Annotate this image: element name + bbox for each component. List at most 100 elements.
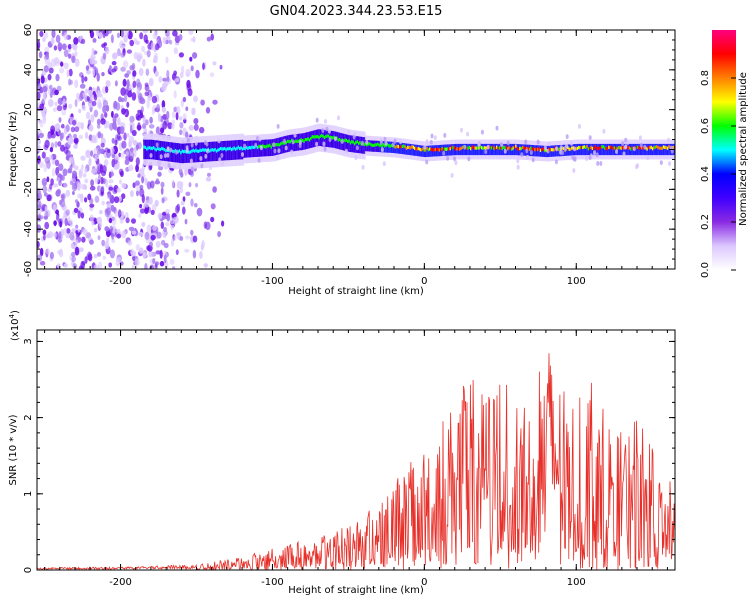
spectrogram-noise-cell — [148, 124, 155, 129]
spectrogram-speckle — [454, 160, 458, 166]
spectrogram-band-outer — [602, 143, 605, 156]
spectrogram-band-outer — [635, 143, 638, 156]
spectrogram-noise-cell — [116, 233, 121, 239]
spectrogram-noise-cell — [49, 91, 53, 99]
spectrogram-noise-cell — [130, 190, 134, 198]
snr-frame — [36, 329, 676, 571]
spectrogram-band-core — [461, 145, 465, 149]
spectrogram-speckle — [175, 149, 178, 155]
spectrogram-band-core — [297, 139, 301, 143]
spectrogram-noise-cell — [186, 79, 191, 89]
spectrogram-band-core — [200, 148, 204, 152]
spectrogram-noise-cell — [110, 146, 115, 155]
spectrogram-band-core — [456, 147, 459, 151]
spectrogram-noise-cell — [148, 250, 153, 258]
spectrogram-band-outer — [352, 135, 355, 153]
spectrogram-noise-cell — [45, 248, 51, 255]
spectrogram-noise-cell — [60, 123, 65, 129]
spectrogram-noise-cell — [100, 118, 106, 125]
spectrogram-band-core — [542, 147, 545, 151]
spectrogram-band-core — [416, 147, 420, 151]
spectrogram-noise-cell — [73, 133, 77, 139]
spectrogram-noise-cell — [50, 129, 55, 136]
spectrogram-band-outer — [178, 143, 182, 163]
spectrogram-band-core — [519, 146, 522, 151]
spectrogram-band-core — [653, 146, 656, 150]
spectrogram-band-core — [317, 135, 320, 139]
spectrogram-band-core — [524, 146, 528, 151]
spectrogram-noise-cell — [101, 239, 106, 247]
spectrogram-noise-cell — [148, 196, 153, 205]
spectrogram-speckle — [383, 136, 387, 142]
spectrogram-noise-cell — [145, 119, 149, 126]
spectrogram-noise-cell — [99, 219, 103, 229]
spectrogram-noise-cell — [65, 233, 71, 239]
spectrogram-noise-cell — [168, 39, 173, 45]
spectrogram-band-outer — [322, 129, 325, 147]
spectrogram-noise-cell — [37, 254, 43, 262]
spectrogram-noise-cell — [150, 234, 156, 241]
spectrogram-band-core — [236, 146, 239, 150]
colorbar-ticks: 0.0 0.2 0.4 0.6 0.8 — [700, 70, 736, 278]
spectrogram-band-outer — [590, 143, 593, 156]
spectrogram-speckle — [503, 148, 507, 154]
spectrogram-band-core — [654, 145, 657, 149]
spectrogram-noise-cell — [188, 125, 194, 131]
spectrogram-band-core — [485, 146, 488, 150]
spectrogram-speckle — [635, 164, 639, 170]
spectrogram-band-core — [400, 144, 403, 149]
spectrogram-noise-cell — [60, 175, 65, 181]
spectrogram-band-core — [300, 138, 303, 142]
spectrogram-band-core — [522, 145, 525, 149]
spectrogram-noise-cell — [57, 42, 63, 52]
spectrogram-noise-cell — [124, 212, 129, 219]
spectrogram-band-outer — [580, 143, 584, 156]
spectrogram-noise-cell — [165, 209, 170, 214]
spectrogram-band-outer — [161, 141, 164, 161]
spectrogram-noise-cell — [193, 95, 198, 103]
spectrogram-band-core — [583, 145, 586, 149]
spectrogram-noise-cell — [176, 105, 181, 115]
spectrogram-noise-cell — [104, 111, 108, 118]
spectrogram-noise-cell — [202, 62, 205, 71]
spectrogram-band-core — [672, 145, 675, 150]
spectrogram-noise-cell — [42, 229, 47, 236]
spectrogram-noise-cell — [80, 122, 84, 130]
spectrogram-band-core — [442, 147, 445, 151]
spectrogram-noise-cell — [175, 112, 179, 121]
spectrogram-noise-cell — [110, 171, 114, 177]
spectrogram-band-core — [470, 147, 473, 151]
spectrogram-noise-cell — [180, 181, 184, 188]
spectrogram-noise-cell — [172, 266, 176, 269]
spectrogram-band-outer — [619, 143, 622, 156]
spectrogram-noise-cell — [203, 221, 207, 229]
spectrogram-band-core — [252, 145, 255, 149]
spectrogram-noise-cell — [98, 32, 103, 39]
spectrogram-noise-cell — [78, 168, 84, 176]
spectrogram-band-core — [217, 148, 220, 152]
spectrogram-band-core — [306, 138, 309, 142]
spectrogram-noise-cell — [105, 80, 111, 88]
spectrogram-noise-cell — [158, 165, 164, 171]
spectrogram-band-core — [478, 146, 481, 150]
spectrogram-band-core — [515, 144, 518, 148]
spectrogram-noise-cell — [144, 207, 149, 214]
spectrogram-band-outer — [452, 144, 455, 156]
spectrogram-speckle — [555, 146, 558, 152]
spectrogram-speckle — [423, 144, 427, 150]
spectrogram-noise-cell — [89, 30, 95, 39]
spectrogram-noise-cell — [89, 185, 96, 191]
spectrogram-noise-cell — [124, 159, 130, 166]
spectrogram-band-core — [590, 145, 593, 149]
spectrogram-noise-cell — [100, 142, 105, 148]
spectrogram-band-core — [444, 147, 447, 151]
spectrogram-speckle — [484, 149, 488, 155]
spectrogram-noise-cell — [121, 140, 127, 149]
spectrogram-noise-cell — [182, 113, 187, 121]
spectrogram-noise-cell — [71, 43, 76, 49]
spectrogram-band-core — [326, 134, 329, 138]
spectrogram-noise-cell — [102, 105, 107, 114]
spectrogram-speckle — [189, 158, 193, 164]
spectrogram-band-outer — [199, 142, 202, 162]
spectrogram-noise-cell — [97, 90, 101, 96]
